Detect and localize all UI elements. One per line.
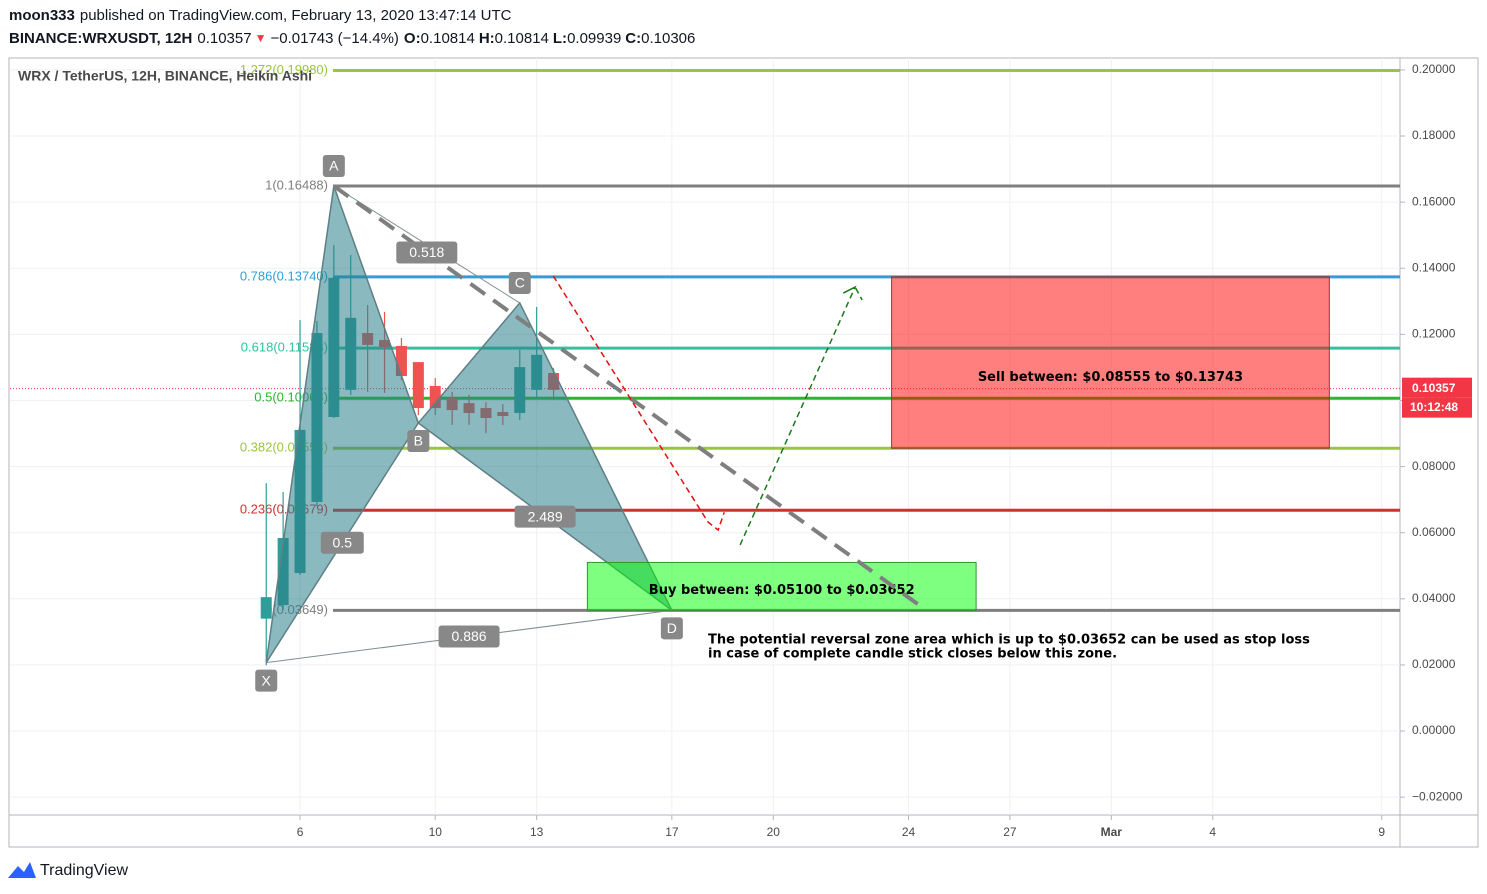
x-tick-label: 17 (665, 825, 679, 839)
y-tick-label: 0.12000 (1412, 327, 1456, 341)
ratio-tag (514, 505, 576, 528)
fib-label: 0.786(0.13740) (240, 268, 328, 283)
zone-label: Sell between: $0.08555 to $0.13743 (978, 370, 1243, 385)
candle-body (395, 345, 407, 377)
x-tick-label: 24 (902, 825, 916, 839)
x-tick-label: 27 (1003, 825, 1017, 839)
logo: TradingView (8, 862, 128, 879)
note: The potential reversal zone area which i… (708, 633, 1310, 648)
plot: 0.200000.180000.160000.140000.120000.100… (10, 58, 1472, 839)
ratio-label: 0.5 (333, 534, 353, 550)
candle-body (412, 362, 424, 409)
ratio-tag (438, 625, 500, 648)
change: −0.01743 (−14.4%) (270, 30, 398, 47)
candle-body (429, 385, 441, 409)
logo-icon (8, 862, 36, 878)
x-tick-label: 4 (1209, 825, 1216, 839)
projection (552, 275, 725, 532)
y-tick-label: 0.04000 (1412, 591, 1456, 605)
y-tick-label: 0.20000 (1412, 62, 1456, 76)
price-tag-label: 0.10357 (1412, 381, 1456, 395)
x-tick-label: 6 (297, 825, 304, 839)
price: 0.10357 (197, 30, 251, 47)
ohlc-value: 0.10306 (641, 30, 695, 47)
chart-title: WRX / TetherUS, 12H, BINANCE, Heikin Ash… (18, 68, 312, 84)
candle-body (260, 597, 272, 619)
y-tick-label: 0.06000 (1412, 525, 1456, 539)
ratio-label: 0.886 (452, 628, 487, 644)
fib-label: 1.272(0.19980) (240, 62, 328, 77)
pattern-leg (265, 185, 420, 664)
ohlc-key: O: (404, 30, 421, 47)
ohlc-value: 0.10814 (421, 30, 475, 47)
zone-box (586, 561, 977, 611)
zone-label: Buy between: $0.05100 to $0.03652 (649, 583, 915, 598)
ohlc-key: L: (553, 30, 567, 47)
fib-label: 0.618(0.11583) (241, 340, 328, 355)
y-tick-label: 0.18000 (1412, 128, 1456, 142)
point-label: A (329, 158, 339, 174)
y-tick-label: 0.00000 (1412, 723, 1456, 737)
point-tag (508, 271, 531, 294)
ohlc-value: 0.10814 (495, 30, 549, 47)
zone-box (891, 276, 1330, 449)
ratio-label: 2.489 (528, 508, 563, 524)
point-label: D (667, 620, 677, 636)
arrow: ▼ (255, 31, 267, 45)
ratio-tag (396, 241, 458, 264)
symbol-line: BINANCE:WRXUSDT, 12H 0.10357 ▼ −0.01743 (−1… (9, 30, 695, 47)
ohlc-key: H: (479, 30, 495, 47)
y-tick-label: 0.14000 (1412, 260, 1456, 274)
x-tick-label: 20 (767, 825, 781, 839)
note: in case of complete candle stick closes … (708, 647, 1117, 662)
author: moon333 (9, 7, 75, 24)
ohlc-value: 0.09939 (567, 30, 621, 47)
y-tick-label: 0.08000 (1412, 459, 1456, 473)
ohlc-key: C: (625, 30, 641, 47)
x-tick-label: 10 (429, 825, 443, 839)
published: published on TradingView.com, February 1… (80, 7, 512, 24)
point-tag (322, 154, 345, 177)
brand: TradingView (40, 862, 128, 879)
point-label: B (414, 433, 423, 449)
countdown-label: 10:12:48 (1410, 400, 1458, 414)
ratio-tag (320, 531, 364, 554)
symbol: BINANCE:WRXUSDT, 12H (9, 30, 192, 47)
x-tick-label: 13 (530, 825, 544, 839)
header-line: moon333 published on TradingView.com, Feb… (9, 7, 512, 24)
y-tick-label: 0.16000 (1412, 194, 1456, 208)
countdown-tag (1402, 397, 1472, 418)
fib-label: 1(0.16488) (265, 177, 328, 192)
ratio-label: 0.518 (409, 244, 444, 260)
point-tag (255, 669, 278, 692)
point-label: X (262, 672, 272, 688)
chart-frame (8, 57, 1479, 848)
x-tick-label: 9 (1378, 825, 1385, 839)
point-tag (660, 617, 683, 640)
point-tag (407, 429, 430, 452)
y-tick-label: 0.02000 (1412, 657, 1456, 671)
point-label: C (515, 275, 525, 291)
x-tick-label: Mar (1101, 825, 1123, 839)
y-tick-label: −0.02000 (1412, 789, 1463, 803)
price-tag (1402, 377, 1472, 398)
projection (739, 285, 863, 546)
